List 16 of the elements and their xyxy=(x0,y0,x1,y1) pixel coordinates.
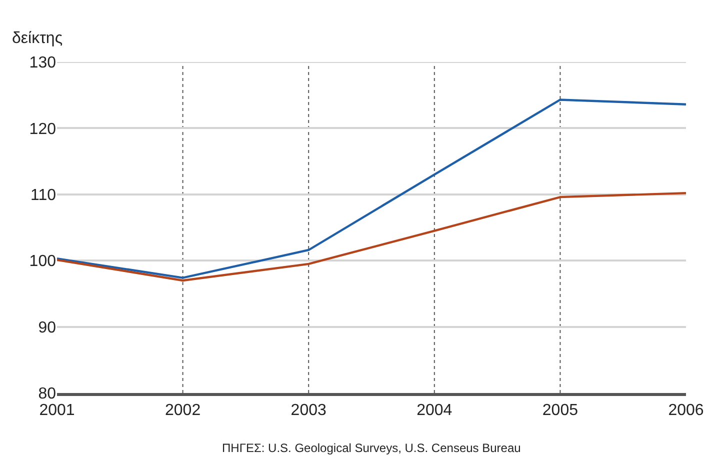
line-series xyxy=(57,192,686,282)
y-tick-label: 90 xyxy=(38,319,56,336)
y-tick-label: 100 xyxy=(29,253,56,270)
x-tick-label: 2003 xyxy=(290,402,326,420)
y-tick-label: 80 xyxy=(38,386,56,403)
y-tick-label: 120 xyxy=(29,120,56,138)
x-tick-label: 2006 xyxy=(668,402,704,420)
y-tick-label: 130 xyxy=(29,54,56,72)
x-tick-label: 2002 xyxy=(165,402,201,420)
x-tick-label: 2004 xyxy=(416,402,452,420)
y-tick-label: 110 xyxy=(30,187,56,204)
x-tick-label: 2001 xyxy=(39,402,75,420)
x-tick-label: 2005 xyxy=(542,402,578,420)
line-series xyxy=(57,98,686,279)
y-axis-title: δείκτης xyxy=(12,30,63,47)
text: ΠΗΓΕΣ: U.S. Geological Surveys, U.S. Censeus Bureau xyxy=(222,441,521,455)
